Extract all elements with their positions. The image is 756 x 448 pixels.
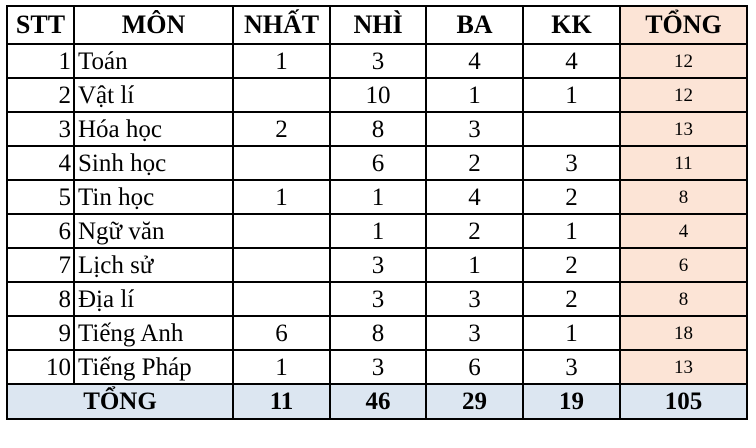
cell-consolation-prize: 4 [522, 43, 621, 79]
cell-consolation-prize: 1 [522, 213, 621, 249]
table-row: 5 Tin học 1 1 4 2 8 [6, 179, 748, 215]
table-row: 4 Sinh học 6 2 3 11 [6, 145, 748, 181]
cell-total: 6 [619, 247, 748, 283]
cell-stt: 9 [6, 315, 75, 351]
cell-consolation-prize: 3 [522, 145, 621, 181]
cell-third-prize: 2 [425, 145, 524, 181]
table-row: 9 Tiếng Anh 6 8 3 1 18 [6, 315, 748, 351]
cell-second-prize: 10 [329, 77, 427, 113]
cell-second-prize: 3 [329, 349, 427, 385]
cell-consolation-prize: 1 [522, 77, 621, 113]
table-row: 2 Vật lí 10 1 1 12 [6, 77, 748, 113]
table-row: 10 Tiếng Pháp 1 3 6 3 13 [6, 349, 748, 385]
cell-third-prize: 1 [425, 77, 524, 113]
cell-stt: 1 [6, 43, 75, 79]
cell-subject: Ngữ văn [73, 213, 234, 249]
cell-third-prize: 3 [425, 281, 524, 317]
cell-subject: Toán [73, 43, 234, 79]
cell-stt: 3 [6, 111, 75, 147]
table-row: 1 Toán 1 3 4 4 12 [6, 43, 748, 79]
cell-stt: 7 [6, 247, 75, 283]
cell-third-prize: 3 [425, 111, 524, 147]
cell-first-prize [232, 213, 331, 249]
cell-second-prize: 8 [329, 315, 427, 351]
cell-first-prize: 6 [232, 315, 331, 351]
cell-subject: Hóa học [73, 111, 234, 147]
cell-first-prize [232, 247, 331, 283]
cell-total: 13 [619, 349, 748, 385]
cell-subject: Vật lí [73, 77, 234, 113]
cell-subject: Sinh học [73, 145, 234, 181]
totals-third-prize: 29 [425, 383, 524, 420]
cell-first-prize [232, 145, 331, 181]
cell-first-prize: 1 [232, 43, 331, 79]
cell-first-prize: 1 [232, 349, 331, 385]
cell-second-prize: 8 [329, 111, 427, 147]
cell-first-prize: 1 [232, 179, 331, 215]
cell-subject: Lịch sử [73, 247, 234, 283]
table-row: 8 Địa lí 3 3 2 8 [6, 281, 748, 317]
header-subject: MÔN [73, 5, 234, 45]
cell-total: 12 [619, 43, 748, 79]
totals-row: TỔNG 11 46 29 19 105 [6, 383, 748, 420]
cell-total: 8 [619, 179, 748, 215]
cell-first-prize [232, 281, 331, 317]
header-row: STT MÔN NHẤT NHÌ BA KK TỔNG [6, 5, 748, 45]
cell-third-prize: 6 [425, 349, 524, 385]
cell-consolation-prize: 3 [522, 349, 621, 385]
header-total: TỔNG [619, 5, 748, 45]
table-row: 3 Hóa học 2 8 3 13 [6, 111, 748, 147]
cell-total: 11 [619, 145, 748, 181]
cell-third-prize: 4 [425, 179, 524, 215]
cell-third-prize: 4 [425, 43, 524, 79]
cell-second-prize: 6 [329, 145, 427, 181]
medal-table: STT MÔN NHẤT NHÌ BA KK TỔNG 1 Toán 1 3 4 4 12 2… [6, 5, 748, 420]
table-body: 1 Toán 1 3 4 4 12 2 Vật lí 10 1 1 12 3 Hóa học 2 8 3 13 4 Si… [6, 43, 748, 385]
header-third-prize: BA [425, 5, 524, 45]
cell-total: 13 [619, 111, 748, 147]
cell-consolation-prize: 2 [522, 179, 621, 215]
cell-third-prize: 1 [425, 247, 524, 283]
cell-consolation-prize: 2 [522, 247, 621, 283]
totals-first-prize: 11 [232, 383, 331, 420]
cell-third-prize: 3 [425, 315, 524, 351]
cell-stt: 6 [6, 213, 75, 249]
cell-subject: Tin học [73, 179, 234, 215]
header-second-prize: NHÌ [329, 5, 427, 45]
table-row: 6 Ngữ văn 1 2 1 4 [6, 213, 748, 249]
cell-total: 4 [619, 213, 748, 249]
cell-stt: 2 [6, 77, 75, 113]
cell-first-prize [232, 77, 331, 113]
header-first-prize: NHẤT [232, 5, 331, 45]
cell-second-prize: 1 [329, 179, 427, 215]
cell-subject: Tiếng Pháp [73, 349, 234, 385]
cell-stt: 5 [6, 179, 75, 215]
cell-second-prize: 1 [329, 213, 427, 249]
cell-stt: 8 [6, 281, 75, 317]
totals-grand-total: 105 [619, 383, 748, 420]
cell-subject: Địa lí [73, 281, 234, 317]
header-stt: STT [6, 5, 75, 45]
totals-label: TỔNG [6, 383, 234, 420]
cell-second-prize: 3 [329, 247, 427, 283]
cell-total: 18 [619, 315, 748, 351]
totals-consolation-prize: 19 [522, 383, 621, 420]
cell-second-prize: 3 [329, 43, 427, 79]
cell-stt: 4 [6, 145, 75, 181]
cell-total: 12 [619, 77, 748, 113]
cell-subject: Tiếng Anh [73, 315, 234, 351]
cell-total: 8 [619, 281, 748, 317]
cell-first-prize: 2 [232, 111, 331, 147]
cell-third-prize: 2 [425, 213, 524, 249]
table-row: 7 Lịch sử 3 1 2 6 [6, 247, 748, 283]
totals-second-prize: 46 [329, 383, 427, 420]
cell-consolation-prize: 2 [522, 281, 621, 317]
header-consolation-prize: KK [522, 5, 621, 45]
cell-second-prize: 3 [329, 281, 427, 317]
cell-consolation-prize: 1 [522, 315, 621, 351]
cell-consolation-prize [522, 111, 621, 147]
cell-stt: 10 [6, 349, 75, 385]
